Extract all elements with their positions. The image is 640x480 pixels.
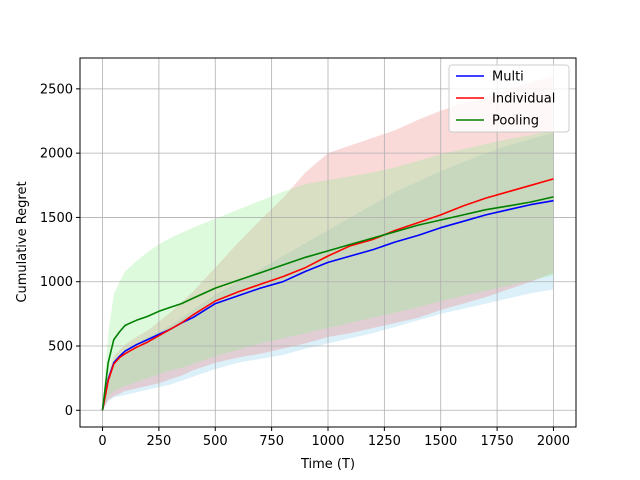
y-tick-label: 1500 — [40, 211, 73, 226]
x-tick-label: 250 — [146, 434, 171, 449]
legend-label-multi: Multi — [492, 70, 524, 85]
line-multi — [101, 199, 554, 411]
legend-label-pooling: Pooling — [492, 114, 539, 129]
x-tick-label: 1500 — [424, 434, 457, 449]
legend-label-individual: Individual — [492, 92, 555, 107]
x-tick-label: 2000 — [537, 434, 570, 449]
y-tick-label: 2500 — [40, 82, 73, 97]
legend: Multi Individual Pooling — [448, 64, 570, 133]
x-tick-label: 1250 — [368, 434, 401, 449]
series-lines — [101, 178, 554, 411]
y-tick-label: 0 — [65, 404, 73, 419]
line-individual — [101, 178, 554, 411]
legend-box — [448, 64, 570, 133]
x-axis-ticks: 0 250 500 750 1000 1250 1500 1750 2000 — [98, 427, 570, 449]
y-tick-label: 500 — [48, 340, 73, 355]
x-tick-label: 1000 — [311, 434, 344, 449]
x-tick-label: 1750 — [481, 434, 514, 449]
line-pooling — [101, 196, 554, 411]
y-tick-label: 2000 — [40, 147, 73, 162]
x-tick-label: 0 — [98, 434, 106, 449]
y-axis-label: Cumulative Regret — [15, 181, 30, 302]
y-tick-label: 1000 — [40, 275, 73, 290]
x-axis-label: Time (T) — [300, 457, 355, 472]
x-tick-label: 500 — [203, 434, 228, 449]
x-tick-label: 750 — [259, 434, 284, 449]
y-axis-ticks: 0 500 1000 1500 2000 2500 — [40, 82, 80, 419]
